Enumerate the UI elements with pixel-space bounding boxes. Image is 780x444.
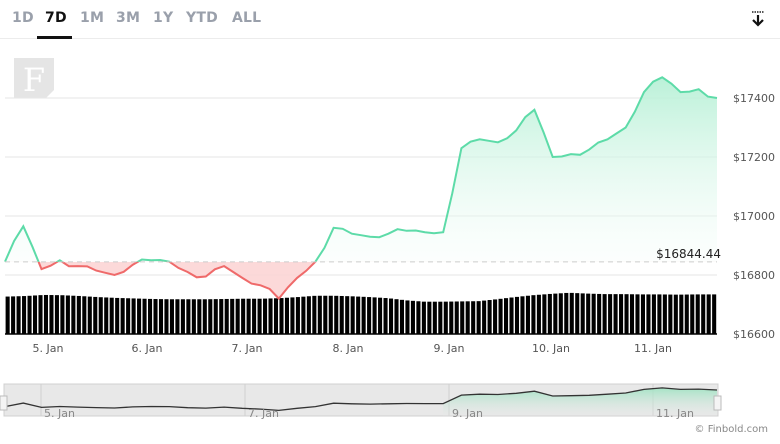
y-axis-label: $17000 [733,210,775,223]
navigator-series [4,387,718,412]
x-axis-label: 7. Jan [232,342,263,355]
y-axis-label: $16600 [733,328,775,341]
x-axis-label: 5. Jan [33,342,64,355]
range-tab-bar: 1D 7D 1M 3M 1Y YTD ALL [0,0,780,39]
x-axis-label: 9. Jan [434,342,465,355]
y-axis-label: $16800 [733,269,775,282]
tab-7d[interactable]: 7D [45,10,67,26]
navigator-axis-label: 11. Jan [656,407,694,420]
download-icon[interactable] [748,9,768,29]
tab-1m[interactable]: 1M [80,10,105,26]
tab-3m[interactable]: 3M [116,10,141,26]
svg-text:F: F [23,61,45,98]
navigator-left-handle[interactable] [0,395,8,411]
y-axis-label: $17200 [733,151,775,164]
navigator-axis-label: 5. Jan [44,407,75,420]
navigator[interactable]: 5. Jan 7. Jan 9. Jan 11. Jan [0,383,722,420]
volume-bars [5,292,717,334]
tab-ytd[interactable]: YTD [186,10,218,26]
x-axis-label: 8. Jan [333,342,364,355]
tab-all[interactable]: ALL [232,10,262,26]
x-axis-label: 10. Jan [532,342,570,355]
price-line-down [5,261,317,301]
reference-price-label: $16844.44 [656,247,721,261]
y-axis-label: $17400 [733,92,775,105]
finbold-logo-watermark: F [14,58,54,99]
price-line-up [4,76,718,262]
x-axis-label: 6. Jan [132,342,163,355]
x-axis-label: 11. Jan [634,342,672,355]
active-tab-underline [37,36,72,39]
navigator-axis-label: 9. Jan [452,407,483,420]
tab-1y[interactable]: 1Y [153,10,174,26]
navigator-right-handle[interactable] [713,395,722,411]
navigator-axis-label: 7. Jan [248,407,279,420]
credit-text: © Finbold.com [694,424,768,435]
tab-1d[interactable]: 1D [12,10,34,26]
